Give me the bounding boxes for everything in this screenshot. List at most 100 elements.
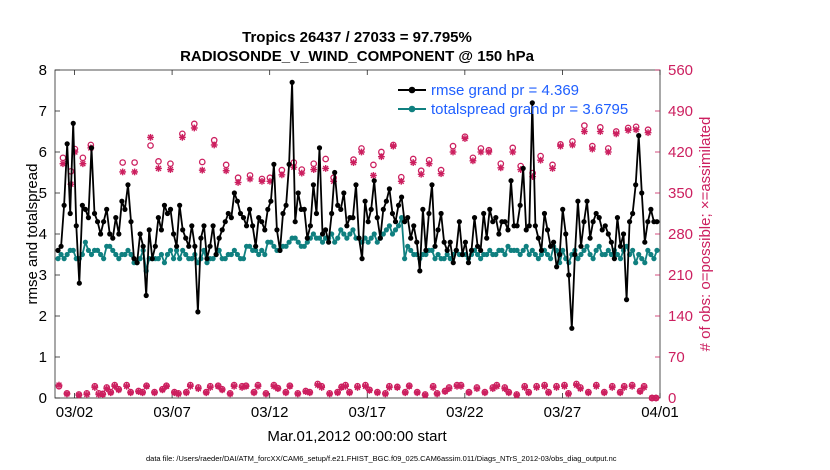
totalspread-point bbox=[636, 251, 642, 258]
obs-assimilated-marker bbox=[75, 391, 83, 399]
obs-assimilated-marker bbox=[174, 390, 182, 398]
obs-assimilated-marker bbox=[246, 175, 254, 183]
totalspread-point bbox=[158, 251, 165, 258]
totalspread-point bbox=[125, 247, 131, 253]
obs-assimilated-marker bbox=[286, 382, 294, 390]
totalspread-point bbox=[332, 239, 338, 245]
rmse-point bbox=[85, 215, 92, 221]
rmse-point bbox=[368, 206, 374, 212]
obs-assimilated-marker bbox=[198, 166, 206, 174]
rmse-point bbox=[158, 227, 165, 233]
obs-assimilated-stroke bbox=[605, 149, 612, 155]
totalspread-point bbox=[262, 251, 268, 258]
obs-assimilated-stroke bbox=[438, 170, 445, 177]
obs-assimilated-marker bbox=[592, 382, 600, 390]
obs-assimilated-marker bbox=[652, 394, 660, 402]
rmse-point bbox=[104, 206, 110, 212]
obs-assimilated-stroke bbox=[593, 383, 600, 390]
rmse-point bbox=[584, 198, 590, 204]
totalspread-point bbox=[310, 231, 317, 237]
rmse-point bbox=[310, 182, 317, 188]
obs-assimilated-stroke bbox=[374, 389, 381, 396]
rmse-point bbox=[365, 219, 371, 225]
rmse-point bbox=[474, 243, 481, 249]
obs-assimilated-marker bbox=[167, 166, 174, 173]
rmse-point bbox=[547, 243, 554, 249]
obs-assimilated-stroke bbox=[434, 390, 441, 397]
totalspread-point bbox=[204, 260, 210, 266]
rmse-point bbox=[487, 206, 493, 212]
rmse-point bbox=[438, 210, 444, 217]
obs-assimilated-stroke bbox=[513, 392, 520, 399]
totalspread-point bbox=[526, 251, 532, 258]
rmse-point bbox=[392, 219, 399, 225]
obs-assimilated-stroke bbox=[609, 384, 616, 391]
obs-assimilated-marker bbox=[214, 382, 222, 390]
rmse-point bbox=[447, 239, 453, 245]
obs-assimilated-stroke bbox=[533, 384, 540, 391]
obs-assimilated-marker bbox=[139, 389, 146, 397]
obs-assimilated-stroke bbox=[131, 168, 138, 175]
rmse-point bbox=[620, 231, 627, 237]
rmse-point bbox=[630, 210, 636, 217]
obs-assimilated-marker bbox=[405, 382, 413, 390]
obs-assimilated-stroke bbox=[565, 390, 572, 397]
rmse-point bbox=[411, 223, 417, 229]
y-tick-label-right: 0 bbox=[668, 390, 676, 407]
totalspread-point bbox=[398, 215, 405, 221]
y-tick-label-left: 6 bbox=[39, 144, 47, 161]
y-tick-label-right: 420 bbox=[668, 144, 693, 161]
obs-assimilated-marker bbox=[358, 148, 365, 156]
data-file-footer: data file: /Users/raeder/DAI/ATM_forcXX/… bbox=[146, 454, 617, 463]
totalspread-point bbox=[85, 247, 92, 253]
totalspread-point bbox=[122, 251, 128, 258]
totalspread-point bbox=[113, 251, 119, 258]
rmse-point bbox=[161, 202, 168, 208]
rmse-point bbox=[240, 215, 247, 221]
obs-assimilated-marker bbox=[151, 389, 158, 397]
obs-assimilated-stroke bbox=[553, 384, 560, 391]
y-tick-label-left: 5 bbox=[39, 185, 47, 202]
totalspread-point bbox=[268, 239, 274, 245]
obs-assimilated-marker bbox=[326, 390, 334, 398]
rmse-point bbox=[420, 206, 426, 212]
rmse-point bbox=[493, 215, 499, 221]
y-tick-label-left: 3 bbox=[39, 267, 47, 284]
rmse-point bbox=[648, 206, 654, 212]
rmse-point bbox=[541, 210, 548, 217]
totalspread-point bbox=[499, 247, 505, 253]
obs-assimilated-marker bbox=[513, 391, 521, 399]
rmse-point bbox=[101, 219, 107, 225]
y-tick-label-right: 350 bbox=[668, 185, 693, 202]
obs-assimilated-marker bbox=[413, 389, 421, 397]
obs-assimilated-marker bbox=[127, 389, 135, 397]
obs-assimilated-stroke bbox=[589, 146, 596, 153]
obs-assimilated-marker bbox=[202, 389, 210, 397]
totalspread-point bbox=[560, 247, 566, 253]
totalspread-point bbox=[231, 247, 237, 253]
totalspread-point bbox=[642, 260, 648, 266]
obs-assimilated-marker bbox=[505, 389, 513, 397]
obs-assimilated-stroke bbox=[251, 389, 257, 396]
rmse-point bbox=[508, 178, 514, 184]
y-axis-label-right: # of obs: o=possible; ×=assimilated bbox=[697, 117, 714, 352]
obs-assimilated-marker bbox=[553, 384, 560, 391]
obs-assimilated-stroke bbox=[259, 178, 265, 185]
obs-assimilated-stroke bbox=[119, 168, 126, 175]
totalspread-point bbox=[240, 256, 247, 262]
obs-assimilated-stroke bbox=[247, 175, 253, 182]
obs-assimilated-stroke bbox=[366, 387, 373, 394]
rmse-point bbox=[155, 215, 161, 221]
obs-assimilated-marker bbox=[588, 145, 596, 153]
obs-assimilated-stroke bbox=[302, 388, 309, 395]
rmse-point bbox=[91, 210, 98, 217]
totalspread-point bbox=[596, 243, 602, 249]
obs-assimilated-marker bbox=[473, 385, 481, 393]
obs-assimilated-stroke bbox=[545, 389, 552, 396]
obs-assimilated-stroke bbox=[354, 384, 361, 391]
rmse-point bbox=[633, 182, 639, 188]
rmse-series bbox=[55, 79, 660, 331]
obs-assimilated-stroke bbox=[75, 392, 82, 399]
obs-assimilated-marker bbox=[83, 391, 91, 398]
